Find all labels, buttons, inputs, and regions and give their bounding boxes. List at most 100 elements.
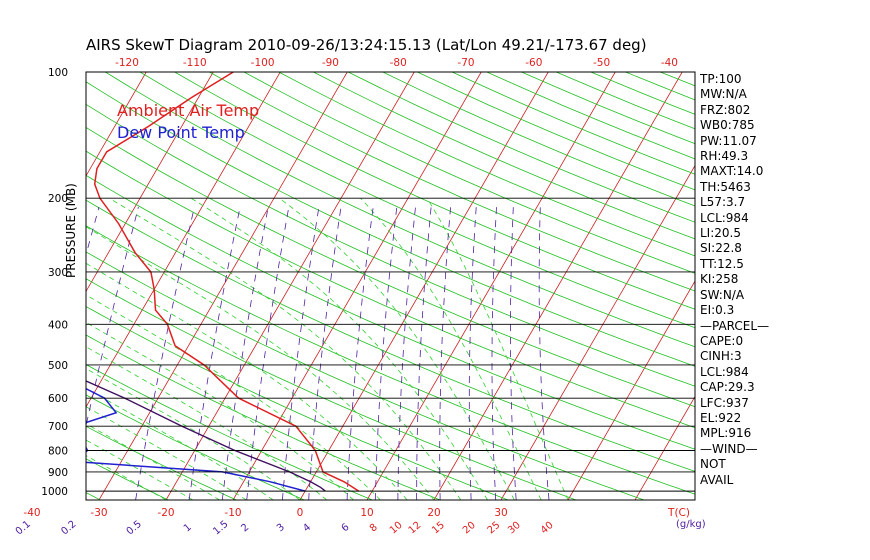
isotherm-line [500, 164, 695, 500]
moist-adiabat-line [86, 368, 301, 500]
isotherm-line [86, 72, 281, 408]
top-temp-tick-label: -40 [661, 57, 678, 69]
dry-adiabat-line [347, 72, 695, 223]
stat-item: CINH:3 [700, 349, 742, 364]
dry-adiabat-line [86, 334, 441, 500]
moist-adiabat-line [86, 294, 381, 500]
mixing-ratio-tick-label: 40 [539, 520, 556, 537]
top-temp-tick-label: -80 [390, 57, 407, 69]
bottom-temp-tick-label: -40 [23, 507, 40, 519]
mixing-ratio-tick-label: 10 [388, 520, 405, 537]
mixing-ratio-line [397, 206, 416, 500]
mixing-ratio-line [374, 206, 398, 500]
top-temp-tick-label: -60 [525, 57, 542, 69]
dry-adiabat-line [86, 174, 695, 450]
isotherm-line [634, 395, 695, 500]
stat-item: CAPE:0 [700, 333, 744, 348]
pressure-tick-label: 400 [48, 319, 68, 331]
top-temp-tick-label: -120 [115, 57, 139, 69]
mixing-ratio-tick-label: 6 [340, 522, 352, 535]
pressure-tick-label: 200 [48, 193, 68, 205]
pressure-tick-label: 500 [48, 360, 68, 372]
moist-adiabat-line [86, 455, 167, 500]
moist-adiabat-line [86, 321, 354, 500]
stat-item: KI:258 [700, 272, 739, 287]
stat-item: RH:49.3 [700, 149, 749, 164]
mixing-ratio-tick-label: 25 [486, 520, 503, 537]
pressure-tick-label: 300 [48, 267, 68, 279]
mixing-ratio-tick-label: 3 [275, 522, 287, 535]
stat-item: PW:11.07 [700, 133, 757, 148]
stat-item: WB0:785 [700, 118, 755, 133]
dry-adiabat-line [451, 72, 695, 175]
stats-panel: TP:100 MW:N/A FRZ:802 WB0:785 PW:11.07 RH:49.… [700, 72, 769, 488]
top-temp-tick-label: -90 [322, 57, 339, 69]
mixing-ratio-tick-label: 15 [430, 520, 447, 537]
moist-adiabat-line [190, 197, 488, 500]
dry-adiabat-line [86, 199, 695, 472]
pressure-tick-label: 800 [48, 446, 68, 458]
dry-adiabat-line [139, 72, 695, 329]
dry-adiabat-line [313, 72, 695, 240]
bottom-temp-tick-label: 30 [494, 507, 507, 519]
top-temp-tick-label: -110 [183, 57, 207, 69]
bottom-temp-tick-label: 20 [427, 507, 440, 519]
isotherm-line [165, 72, 415, 500]
isotherm-line [433, 72, 683, 500]
moist-adiabat-line [426, 197, 569, 500]
isotherm-line [366, 72, 616, 500]
mixing-ratio-line [510, 206, 517, 500]
isotherm-line [0, 72, 79, 500]
bottom-temp-tick-label: 10 [360, 507, 373, 519]
stat-item: LCL:984 [700, 364, 749, 379]
stat-item: L57:3.7 [700, 195, 746, 210]
mixing-ratio-unit-label: (g/kg) [676, 519, 706, 530]
stat-item: —WIND— [700, 441, 758, 456]
pressure-tick-label: 1000 [41, 486, 68, 498]
mixing-ratio-line [86, 206, 139, 428]
plot-frame [85, 71, 696, 501]
top-temp-tick-label: -100 [251, 57, 275, 69]
mixing-ratio-tick-label: 0.1 [14, 519, 33, 538]
stat-item: SI:22.8 [700, 241, 742, 256]
mixing-ratio-tick-label: 0.5 [125, 519, 144, 538]
moist-adiabat-line [86, 387, 274, 500]
y-axis-label: PRESSURE (MB) [64, 183, 78, 278]
dry-adiabat-line [86, 492, 101, 500]
isotherm-line [567, 280, 695, 500]
ambient-air-temp-line [93, 72, 360, 492]
mixing-ratio-tick-label: 2 [239, 522, 251, 535]
dry-adiabat-line [86, 251, 645, 500]
mixing-ratio-tick-label: 30 [506, 520, 523, 537]
mixing-ratio-line [308, 206, 342, 500]
dry-adiabat-line [486, 72, 695, 160]
bottom-temp-tick-label: -30 [90, 507, 107, 519]
pressure-tick-label: 600 [48, 393, 68, 405]
dry-adiabat-line [86, 364, 373, 500]
mixing-ratio-tick-label: 1 [182, 522, 194, 535]
stat-item: MAXT:14.0 [700, 164, 764, 179]
moist-adiabat-line [86, 439, 194, 500]
stat-item: —PARCEL— [700, 318, 770, 333]
dry-adiabat-line [86, 81, 695, 367]
dry-adiabat-line [209, 72, 695, 292]
stat-item: SW:N/A [700, 287, 745, 302]
stat-item: EI:0.3 [700, 303, 735, 318]
pressure-tick-label: 700 [48, 421, 68, 433]
mixing-ratio-line [346, 206, 374, 500]
isotherm-line [232, 72, 482, 500]
mixing-ratio-line [135, 206, 195, 500]
dry-adiabat-line [86, 278, 577, 500]
isotherm-line [86, 72, 147, 177]
mixing-ratio-line [221, 206, 269, 500]
stat-item: TT:12.5 [700, 256, 744, 271]
bottom-axis-unit-label: T(C) [667, 507, 690, 519]
moist-adiabat-line [360, 197, 542, 500]
dry-adiabat-line [174, 72, 695, 310]
stat-item: TH:5463 [700, 179, 751, 194]
top-temp-tick-label: -50 [593, 57, 610, 69]
mixing-ratio-tick-label: 12 [407, 520, 424, 537]
dry-adiabat-line [521, 72, 695, 145]
isotherm-line [0, 72, 12, 500]
